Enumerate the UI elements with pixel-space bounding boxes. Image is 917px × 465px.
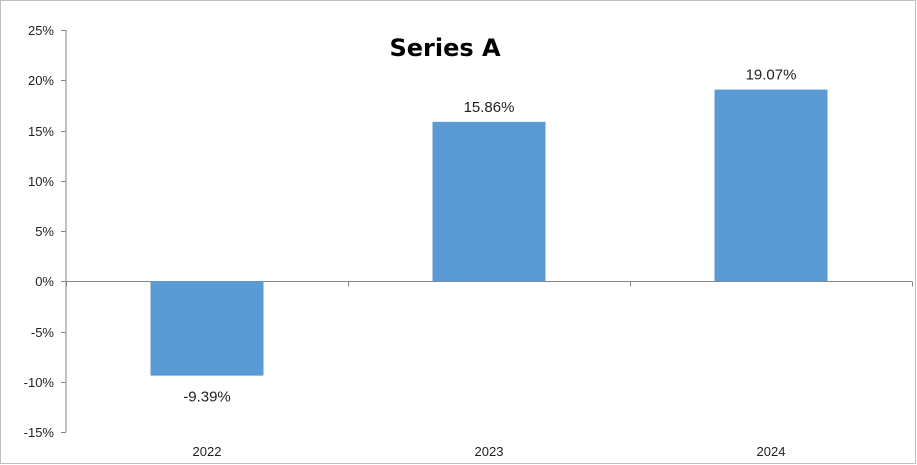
x-tick-label: 2024 <box>757 444 786 459</box>
y-tick-label: 15% <box>28 124 54 139</box>
bar <box>714 89 828 282</box>
y-tick-label: 10% <box>28 174 54 189</box>
y-tick-label: 20% <box>28 73 54 88</box>
y-tick-label: -5% <box>31 325 55 340</box>
bar <box>432 121 546 282</box>
y-tick-label: 0% <box>35 274 54 289</box>
y-tick-label: 25% <box>28 23 54 38</box>
bar <box>150 281 264 376</box>
y-tick-label: -15% <box>24 425 55 440</box>
data-label: 15.86% <box>464 99 515 116</box>
labels: 25% 20% 15% 10% 5% 0% -5% -10% -15% -9.39% 2022 15.… <box>24 23 797 459</box>
data-label: -9.39% <box>183 389 231 406</box>
x-tick-label: 2023 <box>475 444 504 459</box>
bars <box>150 89 828 376</box>
y-tick-label: -10% <box>24 375 55 390</box>
chart-title: Series A <box>389 34 501 62</box>
y-tick-label: 5% <box>35 224 54 239</box>
data-label: 19.07% <box>746 67 797 84</box>
x-tick-label: 2022 <box>193 444 222 459</box>
